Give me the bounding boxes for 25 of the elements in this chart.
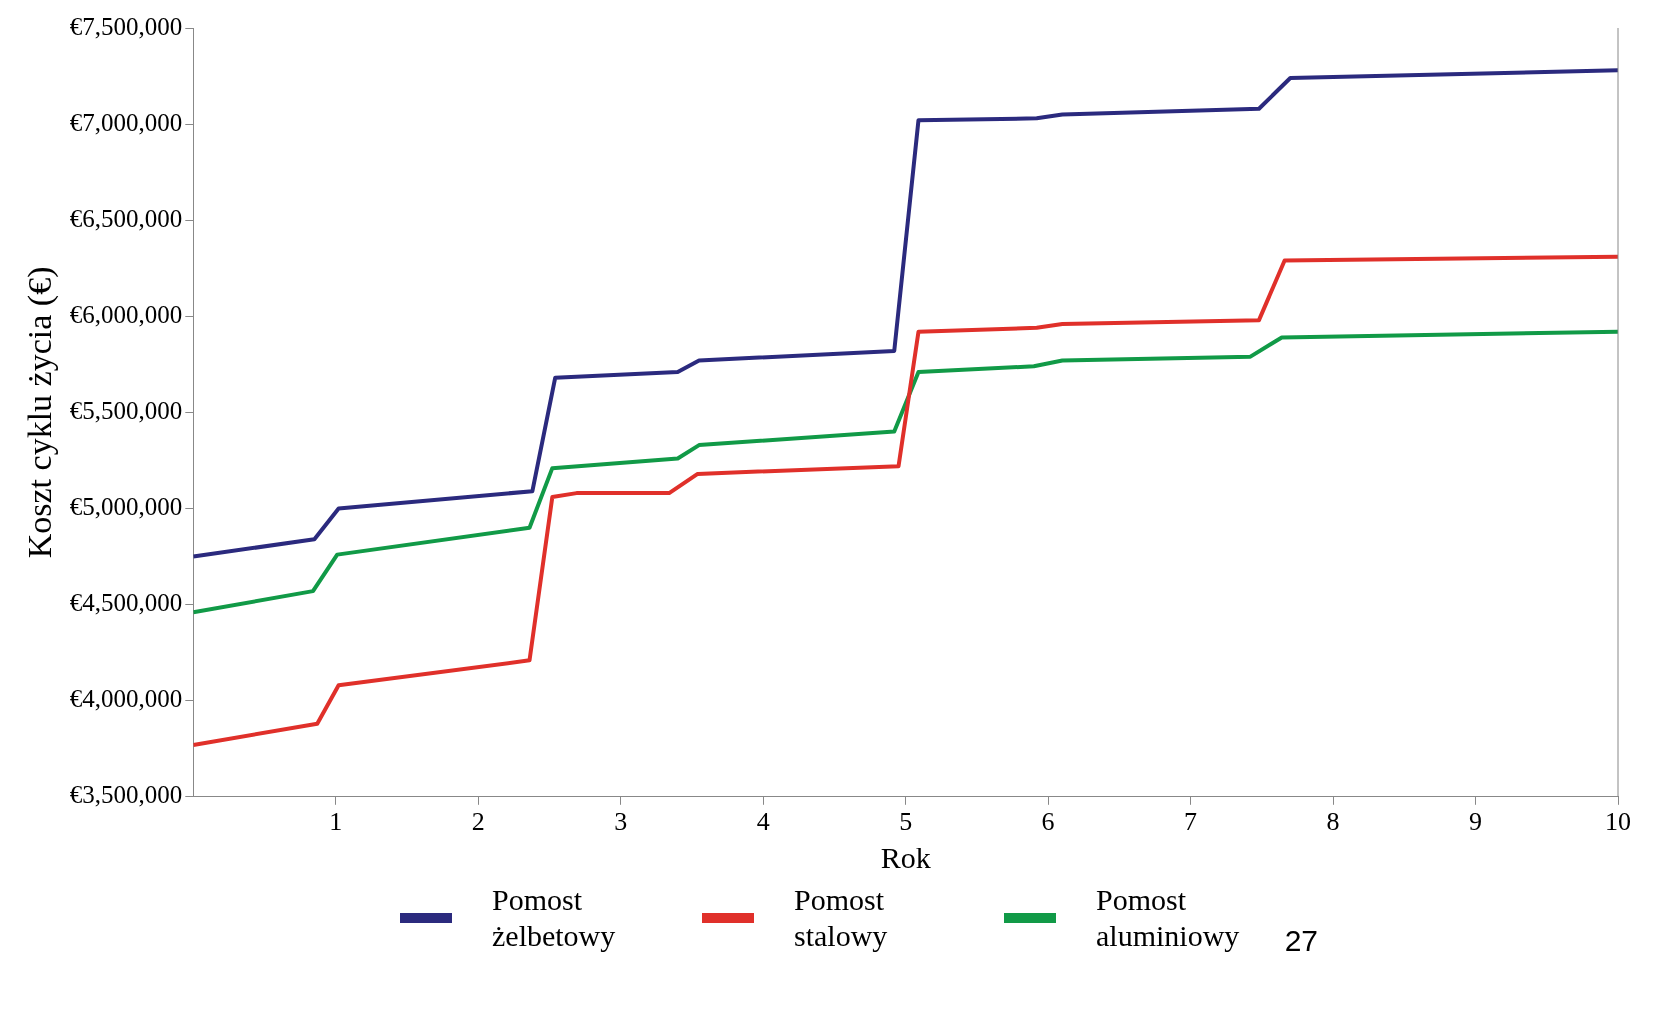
x-tick-label: 4 (756, 807, 770, 837)
x-tick-label: 6 (1041, 807, 1055, 837)
legend-label: Pomost stalowy (794, 882, 889, 954)
y-tick-label: €7,500,000 (69, 12, 183, 40)
x-tick-label: 2 (471, 807, 485, 837)
y-tick-label: €4,500,000 (69, 589, 183, 617)
x-tick-label: 10 (1605, 807, 1631, 837)
x-tick-label: 7 (1184, 807, 1198, 837)
y-axis-title: Koszt cyklu życia (€) (21, 266, 60, 559)
legend-label: Pomost żelbetowy (492, 882, 617, 954)
y-tick-label: €6,500,000 (69, 204, 183, 232)
y-tick-label: €5,500,000 (69, 396, 183, 424)
y-tick-label: €5,000,000 (69, 493, 183, 521)
x-tick-label: 8 (1326, 807, 1340, 837)
y-tick-label: €3,500,000 (69, 781, 183, 809)
x-axis-title: Rok (880, 840, 931, 874)
y-tick-label: €4,000,000 (69, 685, 183, 713)
x-tick-label: 5 (899, 807, 913, 837)
legend-label: Pomost aluminiowy (1096, 882, 1241, 954)
x-tick-label: 1 (329, 807, 343, 837)
y-tick-label: €6,000,000 (69, 300, 183, 328)
y-tick-label: €7,000,000 (69, 108, 183, 136)
x-tick-label: 9 (1469, 807, 1483, 837)
text: 27 (1284, 924, 1318, 958)
x-tick-label: 3 (614, 807, 628, 837)
